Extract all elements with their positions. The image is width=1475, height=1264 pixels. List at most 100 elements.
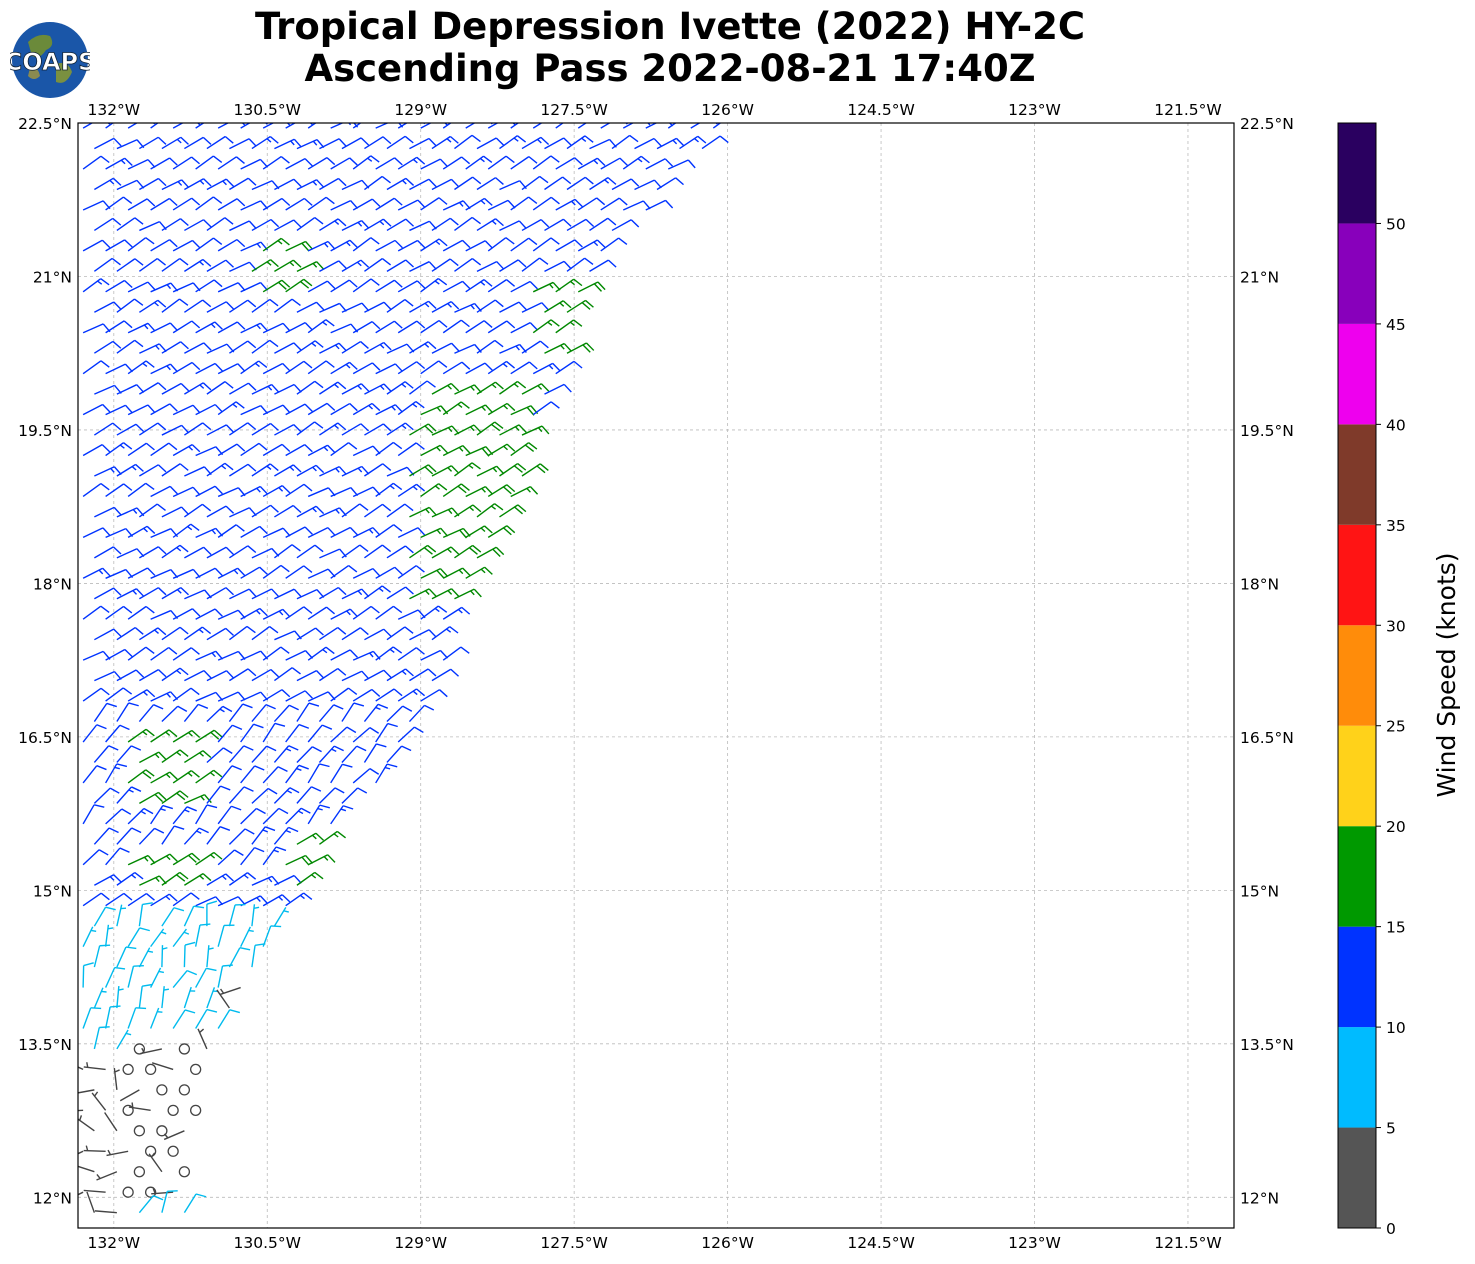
wind-barb bbox=[307, 804, 330, 825]
wind-barb bbox=[273, 745, 299, 763]
wind-barb bbox=[285, 565, 313, 579]
wind-barb bbox=[330, 526, 359, 538]
wind-barb bbox=[138, 503, 166, 518]
wind-barb bbox=[172, 687, 200, 702]
wind-barb bbox=[206, 670, 235, 682]
wind-barb bbox=[217, 805, 242, 825]
wind-barb bbox=[364, 503, 392, 518]
wind-barb bbox=[363, 703, 389, 722]
wind-barb bbox=[104, 924, 114, 947]
wind-barb bbox=[521, 219, 550, 232]
wind-barb bbox=[521, 175, 549, 191]
wind-barb bbox=[454, 588, 482, 600]
wind-barb bbox=[82, 444, 111, 457]
wind-barb bbox=[161, 871, 189, 886]
wind-barb bbox=[465, 320, 493, 334]
wind-barb bbox=[184, 136, 212, 150]
wind-barb bbox=[420, 360, 448, 375]
wind-barb bbox=[78, 1109, 84, 1112]
wind-barb bbox=[442, 319, 470, 334]
wind-barb bbox=[183, 703, 209, 722]
wind-barb bbox=[138, 827, 165, 845]
wind-barb bbox=[364, 218, 392, 232]
wind-barb bbox=[521, 425, 550, 436]
wind-barb bbox=[521, 383, 550, 395]
wind-barb bbox=[577, 239, 606, 252]
wind-barb bbox=[167, 1145, 179, 1157]
wind-barb bbox=[589, 177, 617, 191]
wind-barb bbox=[93, 702, 117, 722]
wind-barb bbox=[296, 340, 324, 354]
wind-barb bbox=[465, 566, 493, 579]
wind-barb bbox=[113, 1067, 120, 1090]
wind-barb bbox=[116, 946, 137, 968]
wind-barb bbox=[161, 179, 190, 191]
wind-barb bbox=[307, 444, 336, 457]
lon-tick-label: 121.5°W bbox=[1154, 101, 1221, 119]
wind-barb bbox=[487, 525, 516, 538]
wind-barb bbox=[330, 442, 358, 457]
wind-barb bbox=[409, 544, 437, 559]
wind-barb bbox=[105, 483, 133, 498]
wind-barb bbox=[195, 729, 223, 743]
wind-barb bbox=[656, 137, 685, 150]
wind-barb bbox=[555, 123, 565, 129]
wind-barb bbox=[194, 923, 211, 947]
wind-barb bbox=[116, 217, 144, 232]
wind-barb bbox=[206, 381, 234, 395]
lat-tick-label: 12°N bbox=[1240, 1189, 1279, 1207]
wind-barb bbox=[206, 259, 234, 272]
wind-barb bbox=[487, 237, 515, 252]
wind-barb bbox=[330, 239, 358, 252]
wind-barb bbox=[465, 197, 493, 211]
wind-barb bbox=[499, 424, 527, 436]
lon-tick-label: 126°W bbox=[701, 101, 754, 119]
wind-barb bbox=[206, 826, 231, 845]
wind-barb bbox=[195, 967, 217, 988]
wind-barb bbox=[487, 443, 516, 457]
wind-barb bbox=[296, 786, 322, 804]
wind-barb bbox=[119, 1089, 140, 1102]
wind-barb bbox=[206, 873, 234, 886]
wind-barb bbox=[172, 647, 200, 661]
wind-barb bbox=[172, 1009, 196, 1029]
wind-barb bbox=[104, 1005, 121, 1029]
wind-barb bbox=[341, 670, 370, 682]
wind-barb bbox=[319, 342, 347, 354]
lat-tick-label: 13.5°N bbox=[18, 1036, 72, 1054]
wind-barb bbox=[229, 463, 257, 477]
wind-barb bbox=[251, 422, 279, 436]
wind-barb bbox=[285, 483, 313, 498]
wind-barb bbox=[397, 199, 426, 211]
wind-barb bbox=[116, 669, 145, 682]
wind-barb bbox=[116, 627, 144, 641]
wind-barb bbox=[127, 605, 155, 620]
wind-barb bbox=[431, 465, 460, 477]
wind-barb bbox=[397, 647, 425, 661]
wind-barb bbox=[431, 178, 460, 191]
wind-barb bbox=[454, 134, 481, 150]
wind-barb bbox=[262, 925, 282, 947]
wind-barb bbox=[409, 261, 437, 272]
wind-barb bbox=[217, 724, 243, 743]
wind-barb bbox=[262, 608, 291, 620]
wind-barb bbox=[161, 825, 185, 845]
lat-tick-label: 18°N bbox=[1240, 575, 1279, 593]
wind-barb bbox=[566, 342, 595, 354]
wind-barb bbox=[499, 220, 527, 232]
wind-barb bbox=[262, 279, 291, 293]
wind-barb bbox=[386, 545, 414, 559]
wind-barb bbox=[139, 464, 167, 477]
wind-barb bbox=[465, 155, 493, 170]
wind-barb bbox=[330, 361, 358, 375]
wind-barb bbox=[262, 766, 288, 784]
wind-barb bbox=[216, 989, 230, 1009]
wind-barb bbox=[296, 702, 320, 722]
wind-barbs bbox=[78, 123, 729, 1214]
wind-barb bbox=[161, 298, 189, 313]
wind-barb bbox=[206, 135, 234, 150]
wind-barb bbox=[274, 464, 302, 477]
wind-barb bbox=[93, 745, 119, 763]
wind-barb bbox=[465, 525, 493, 538]
lon-ticks-top: 132°W 130.5°W 129°W 127.5°W 126°W 124.5°W 123°… bbox=[87, 101, 1221, 119]
